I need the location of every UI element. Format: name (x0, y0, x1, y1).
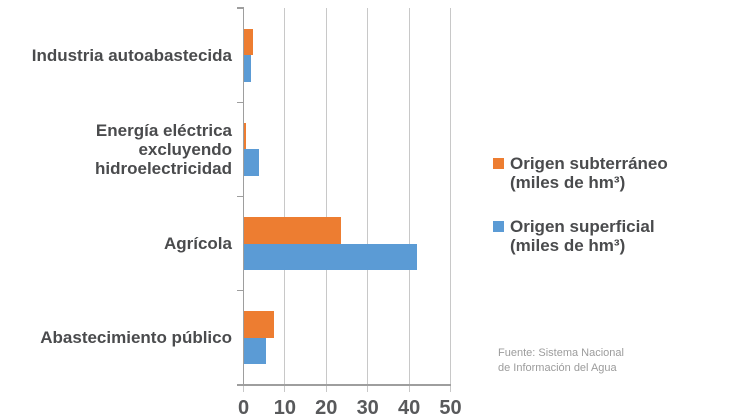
legend-item-subterraneo: Origen subterráneo (miles de hm³) (493, 154, 668, 192)
legend-label-subterraneo: Origen subterráneo (miles de hm³) (510, 154, 668, 192)
gridline-40 (408, 8, 410, 392)
legend-swatch-superficial-icon (493, 221, 504, 232)
bar-superficial-1 (243, 149, 260, 176)
x-tick-label-30: 30 (356, 397, 379, 419)
legend-swatch-subterraneo-icon (493, 158, 504, 169)
source-note: Fuente: Sistema Nacional de Información … (498, 346, 624, 376)
legend-label-line: Origen superficial (510, 217, 655, 236)
gridline-20 (325, 8, 327, 392)
gridline-50 (450, 8, 451, 392)
legend: Origen subterráneo (miles de hm³) Origen… (493, 154, 668, 280)
bar-subterraneo-1 (243, 122, 246, 150)
category-label-3: Abastecimiento público (40, 328, 232, 348)
bar-superficial-0 (243, 55, 251, 82)
gridline-10 (284, 8, 286, 392)
source-note-line: Fuente: Sistema Nacional (498, 347, 624, 359)
y-axis-tick-1 (237, 101, 244, 103)
source-note-line: de Información del Agua (498, 362, 617, 374)
bar-superficial-2 (243, 243, 418, 271)
y-axis-tick-4 (237, 384, 244, 386)
bar-subterraneo-2 (243, 217, 341, 244)
x-axis-tick-0 (243, 385, 244, 392)
bar-subterraneo-3 (243, 311, 275, 338)
y-axis-tick-3 (237, 290, 244, 292)
category-label-1: Energía eléctrica excluyendo hidroelectr… (95, 120, 232, 178)
x-tick-label-40: 40 (397, 397, 421, 419)
x-tick-label-20: 20 (315, 397, 338, 419)
category-label-2: Agrícola (163, 234, 232, 254)
y-axis-tick-0 (237, 7, 244, 9)
bar-superficial-3 (243, 337, 267, 365)
bar-subterraneo-0 (243, 28, 254, 56)
legend-label-line: (miles de hm³) (510, 236, 626, 255)
legend-label-line: Origen subterráneo (510, 154, 668, 173)
y-axis-tick-2 (237, 195, 244, 198)
x-axis-line (237, 384, 451, 386)
x-tick-label-10: 10 (273, 397, 297, 419)
legend-label-line: (miles de hm³) (510, 173, 626, 192)
x-tick-label-50: 50 (439, 397, 462, 419)
legend-item-superficial: Origen superficial (miles de hm³) (493, 217, 668, 255)
category-label-0: Industria autoabastecida (31, 45, 232, 65)
legend-label-superficial: Origen superficial (miles de hm³) (510, 217, 655, 255)
x-tick-label-0: 0 (237, 397, 250, 419)
gridline-30 (367, 8, 369, 392)
